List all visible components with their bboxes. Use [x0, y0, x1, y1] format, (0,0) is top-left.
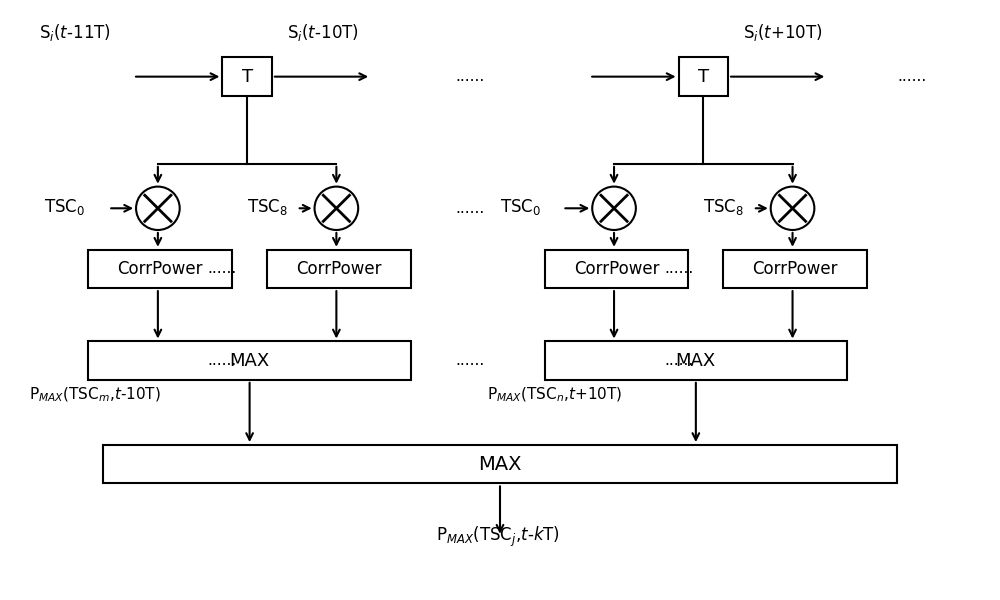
Bar — [103, 445, 897, 484]
Text: ......: ...... — [664, 353, 693, 368]
Text: S$_i$($t$-11T): S$_i$($t$-11T) — [39, 22, 111, 43]
Text: TSC$_8$: TSC$_8$ — [247, 197, 288, 217]
Text: S$_i$($t$-10T): S$_i$($t$-10T) — [287, 22, 359, 43]
Text: T: T — [242, 68, 253, 86]
Text: ......: ...... — [897, 69, 926, 84]
Text: CorrPower: CorrPower — [118, 260, 203, 278]
Text: MAX: MAX — [676, 352, 716, 370]
Bar — [723, 250, 867, 288]
Text: ......: ...... — [208, 353, 237, 368]
Ellipse shape — [315, 187, 358, 230]
Text: T: T — [698, 68, 709, 86]
Bar — [88, 250, 232, 288]
Text: TSC$_0$: TSC$_0$ — [44, 197, 85, 217]
Ellipse shape — [136, 187, 180, 230]
Bar — [88, 341, 411, 380]
Text: TSC$_0$: TSC$_0$ — [500, 197, 541, 217]
Text: CorrPower: CorrPower — [752, 260, 838, 278]
Bar — [545, 341, 847, 380]
Text: ......: ...... — [456, 69, 485, 84]
Text: MAX: MAX — [229, 352, 270, 370]
Bar — [545, 250, 688, 288]
Text: P$_{MAX}$(TSC$_j$,$t$-$k$T): P$_{MAX}$(TSC$_j$,$t$-$k$T) — [436, 525, 560, 549]
Text: ......: ...... — [664, 261, 693, 276]
Ellipse shape — [771, 187, 814, 230]
Text: P$_{MAX}$(TSC$_n$,$t$+10T): P$_{MAX}$(TSC$_n$,$t$+10T) — [487, 386, 623, 404]
Bar — [678, 58, 728, 96]
Text: S$_i$($t$+10T): S$_i$($t$+10T) — [743, 22, 823, 43]
Ellipse shape — [592, 187, 636, 230]
Text: TSC$_8$: TSC$_8$ — [703, 197, 744, 217]
Bar — [222, 58, 272, 96]
Text: CorrPower: CorrPower — [296, 260, 382, 278]
Text: ......: ...... — [456, 201, 485, 216]
Text: CorrPower: CorrPower — [574, 260, 659, 278]
Bar — [267, 250, 411, 288]
Text: MAX: MAX — [478, 455, 522, 473]
Text: ......: ...... — [456, 353, 485, 368]
Text: ......: ...... — [208, 261, 237, 276]
Text: P$_{MAX}$(TSC$_m$,$t$-10T): P$_{MAX}$(TSC$_m$,$t$-10T) — [29, 386, 161, 404]
